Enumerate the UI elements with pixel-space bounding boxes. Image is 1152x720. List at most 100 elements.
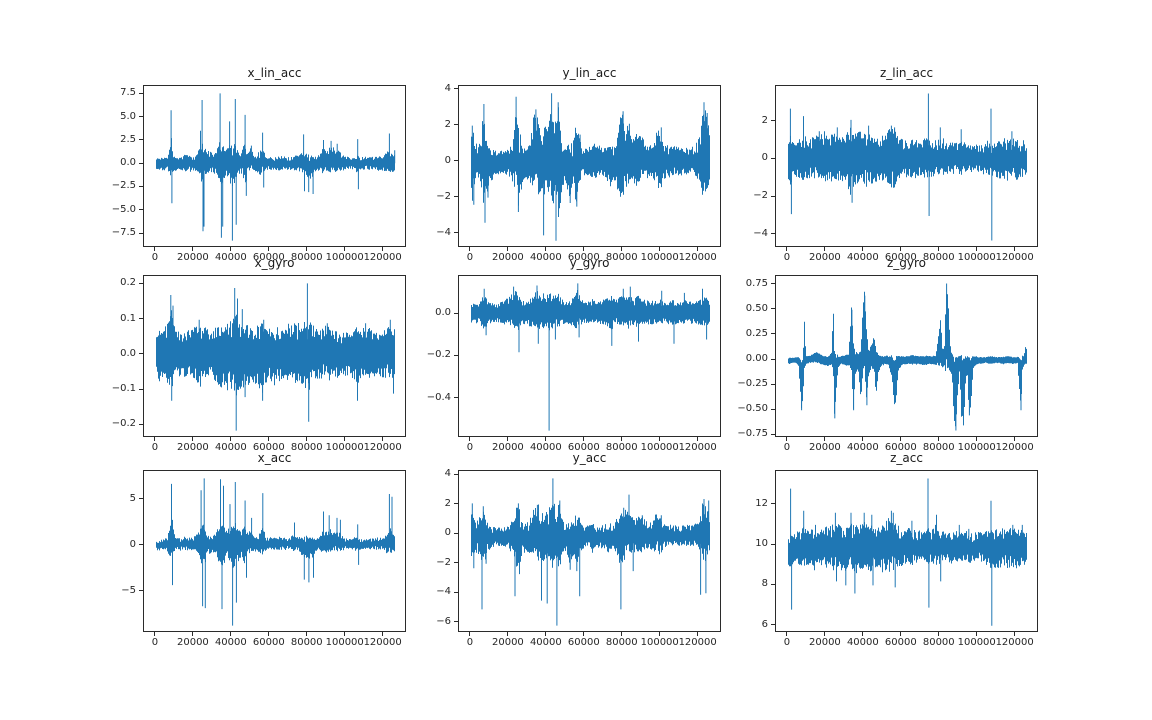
x-tick-label: 0: [151, 637, 159, 648]
x-tick-mark: [306, 632, 308, 636]
x-tick-mark: [583, 437, 585, 441]
x-tick-mark: [786, 437, 788, 441]
y-tick-label: 4: [444, 468, 451, 480]
y-tick-label: −0.50: [737, 403, 768, 415]
x-tick-mark: [976, 437, 978, 441]
subplot-title: x_gyro: [254, 256, 295, 270]
y-tick-label: 0: [444, 154, 451, 166]
x-tick-mark: [621, 247, 623, 251]
y-tick-mark: [139, 116, 143, 118]
x-tick-label: 40000: [529, 252, 562, 263]
y-tick-mark: [139, 318, 143, 320]
x-tick-label: 120000: [678, 252, 717, 263]
y-tick-mark: [454, 354, 458, 356]
x-tick-label: 0: [466, 252, 474, 263]
y-tick-label: −0.1: [111, 383, 136, 395]
y-tick-mark: [139, 353, 143, 355]
y-tick-label: −7.5: [111, 227, 136, 239]
x-tick-mark: [469, 247, 471, 251]
x-tick-mark: [1014, 247, 1016, 251]
x-tick-mark: [344, 632, 346, 636]
x-tick-label: 60000: [567, 442, 600, 453]
y-tick-label: −4: [436, 226, 451, 238]
y-tick-label: −2.5: [111, 180, 136, 192]
y-tick-mark: [139, 282, 143, 284]
x-tick-label: 60000: [252, 637, 285, 648]
y-tick-label: −0.75: [737, 428, 768, 440]
subplot-title: y_gyro: [569, 256, 610, 270]
y-tick-mark: [771, 283, 775, 285]
y-tick-mark: [139, 209, 143, 211]
x-tick-mark: [621, 632, 623, 636]
series-path: [471, 478, 710, 626]
x-tick-mark: [697, 632, 699, 636]
x-tick-mark: [583, 632, 585, 636]
subplot-y_lin_acc: [458, 85, 721, 247]
y-tick-label: 12: [755, 497, 768, 509]
x-tick-mark: [268, 247, 270, 251]
x-tick-label: 80000: [605, 442, 638, 453]
x-tick-label: 40000: [846, 637, 879, 648]
x-tick-mark: [230, 632, 232, 636]
x-tick-mark: [306, 247, 308, 251]
y-tick-mark: [139, 92, 143, 94]
x-tick-label: 20000: [491, 442, 524, 453]
x-tick-label: 120000: [995, 252, 1034, 263]
x-tick-label: 60000: [252, 442, 285, 453]
y-tick-mark: [139, 185, 143, 187]
y-tick-label: 2.5: [120, 133, 136, 145]
x-tick-mark: [900, 632, 902, 636]
y-tick-mark: [771, 308, 775, 310]
subplot-y_gyro: [458, 275, 721, 437]
y-tick-label: −2: [436, 556, 451, 568]
y-tick-label: 0.0: [120, 347, 136, 359]
y-tick-mark: [771, 408, 775, 410]
y-tick-mark: [771, 358, 775, 360]
y-tick-label: −0.4: [426, 391, 451, 403]
y-tick-mark: [771, 543, 775, 545]
subplot-x_gyro: [143, 275, 406, 437]
series-path: [156, 283, 395, 431]
x-tick-mark: [938, 247, 940, 251]
subplot-z_lin_acc: [775, 85, 1038, 247]
x-tick-label: 100000: [957, 637, 996, 648]
y-tick-label: 2: [444, 118, 451, 130]
x-tick-label: 0: [151, 442, 159, 453]
x-tick-label: 0: [783, 637, 791, 648]
x-tick-mark: [382, 247, 384, 251]
x-tick-label: 120000: [995, 442, 1034, 453]
x-tick-mark: [154, 437, 156, 441]
y-tick-label: 0.1: [120, 312, 136, 324]
series-path: [471, 283, 710, 431]
x-tick-label: 20000: [176, 252, 209, 263]
y-tick-mark: [454, 312, 458, 314]
x-tick-label: 80000: [290, 442, 323, 453]
x-tick-label: 80000: [922, 252, 955, 263]
x-tick-label: 120000: [363, 252, 402, 263]
x-tick-mark: [306, 437, 308, 441]
x-tick-label: 60000: [567, 637, 600, 648]
x-tick-mark: [545, 437, 547, 441]
x-tick-label: 100000: [957, 252, 996, 263]
x-tick-label: 120000: [678, 637, 717, 648]
x-tick-label: 40000: [529, 442, 562, 453]
x-tick-label: 60000: [884, 637, 917, 648]
series-path: [788, 478, 1027, 626]
x-tick-mark: [154, 632, 156, 636]
y-tick-mark: [771, 233, 775, 235]
x-tick-mark: [507, 437, 509, 441]
x-tick-mark: [545, 632, 547, 636]
y-tick-mark: [139, 162, 143, 164]
x-tick-mark: [938, 632, 940, 636]
x-tick-label: 100000: [325, 442, 364, 453]
x-tick-mark: [862, 437, 864, 441]
y-tick-mark: [454, 562, 458, 564]
x-tick-label: 60000: [884, 442, 917, 453]
series-line: [788, 478, 1027, 626]
x-tick-mark: [1014, 632, 1016, 636]
series-line: [788, 93, 1027, 241]
y-tick-label: −2: [753, 190, 768, 202]
y-tick-mark: [771, 433, 775, 435]
y-tick-label: 4: [444, 82, 451, 94]
